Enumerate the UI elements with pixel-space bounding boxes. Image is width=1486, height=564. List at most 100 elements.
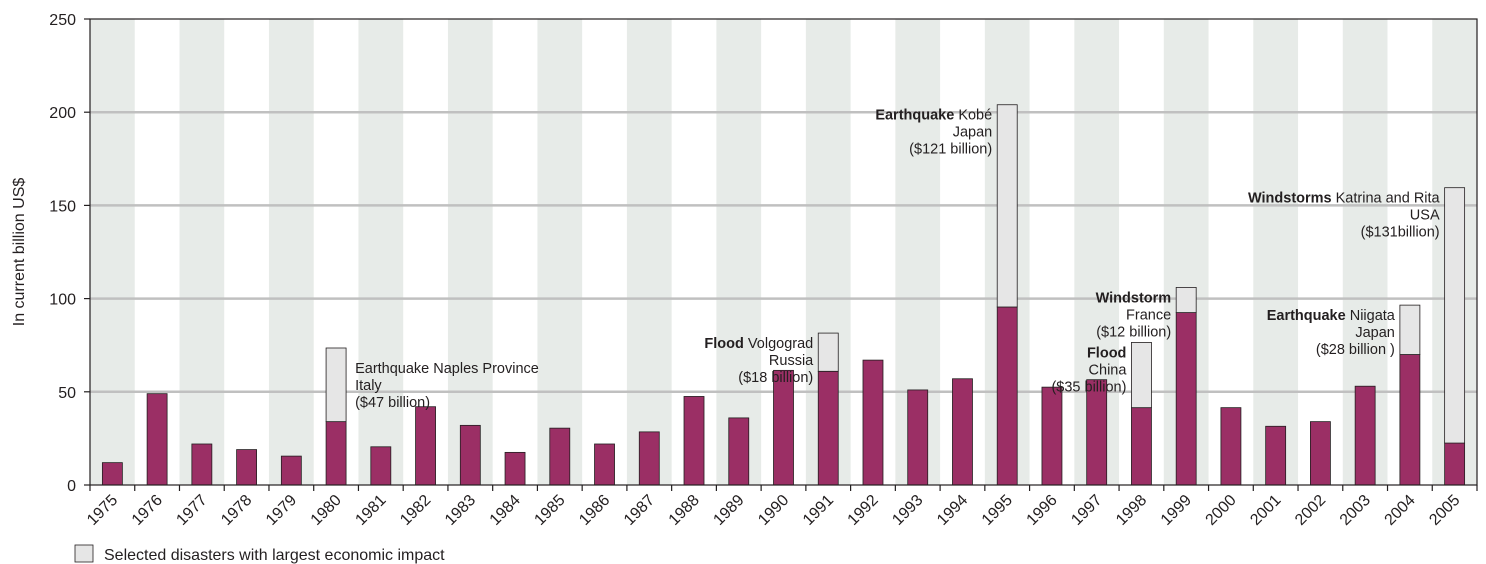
x-tick-label: 1976	[129, 492, 166, 529]
annotation-event: Flood	[1087, 345, 1126, 361]
legend: Selected disasters with largest economic…	[74, 544, 445, 564]
x-tick-label: 1988	[666, 492, 703, 529]
y-tick-label: 100	[49, 292, 76, 309]
bar-1978	[236, 449, 257, 486]
y-tick-label: 200	[49, 105, 76, 122]
bar-1992	[862, 359, 884, 486]
annotation-detail: ($12 billion)	[1096, 324, 1171, 340]
x-tick-label: 1983	[442, 492, 479, 529]
annotation-event: Earthquake	[1267, 308, 1346, 324]
annotation-line: USA	[1410, 208, 1440, 224]
legend-label: Selected disasters with largest economic…	[104, 547, 445, 564]
bar-1990	[773, 369, 794, 486]
bar-1988	[683, 396, 705, 486]
bars	[101, 104, 1466, 486]
annotation-line: France	[1126, 307, 1171, 323]
annotation-line: ($18 billion)	[738, 370, 813, 386]
bar-1984	[504, 451, 526, 486]
y-tick-label: 50	[58, 385, 76, 402]
annotation-detail: Russia	[769, 353, 814, 369]
annotation-2005: Windstorms Katrina and RitaUSA($131billi…	[1248, 191, 1441, 241]
bar-1976	[146, 393, 168, 486]
annotation-line: Italy	[355, 378, 382, 394]
plot-border	[89, 18, 1478, 486]
x-tick-label: 1995	[979, 492, 1016, 529]
background-band	[626, 19, 672, 485]
bar-1980	[325, 421, 347, 486]
background-band	[358, 19, 404, 485]
annotation-line: ($28 billion )	[1316, 342, 1395, 358]
annotation-line: Windstorms Katrina and Rita	[1248, 191, 1441, 207]
x-tick-label: 1992	[845, 492, 882, 529]
bar-2003	[1354, 385, 1376, 486]
annotation-detail: ($131billion)	[1361, 225, 1440, 241]
x-tick-label: 1986	[576, 492, 613, 529]
x-tick-label: 1985	[531, 492, 568, 529]
annotation-line: ($35 billion)	[1051, 379, 1126, 395]
bar-1982	[415, 406, 436, 486]
x-tick-label: 1994	[934, 492, 971, 529]
bar-1996	[1041, 386, 1063, 486]
bar-2001	[1265, 425, 1287, 486]
x-tick-label: 2000	[1203, 492, 1240, 529]
x-tick-label: 1998	[1113, 492, 1150, 529]
x-tick-label: 1996	[1024, 492, 1061, 529]
x-tick-label: 1979	[263, 492, 300, 529]
annotation-detail: France	[1126, 307, 1171, 323]
annotation-line: China	[1089, 362, 1128, 378]
bar-1993	[907, 389, 929, 486]
bar-1987	[638, 431, 660, 486]
x-tick-label: 1997	[1068, 492, 1105, 529]
annotation-line: ($121 billion)	[909, 142, 992, 158]
x-axis-ticks: 1975 1976 1977 1978 1979 1980 1981 1982 1983 1984…	[84, 485, 1478, 529]
annotation-event: Flood	[704, 336, 743, 352]
annotation-line: Earthquake Kobé	[875, 108, 992, 124]
annotation-line: Windstorm	[1096, 290, 1172, 306]
x-tick-label: 1984	[487, 492, 524, 529]
x-tick-label: 2005	[1426, 492, 1463, 529]
bar-2005	[1444, 442, 1466, 486]
y-tick-label: 150	[49, 198, 76, 215]
x-tick-label: 1999	[1158, 492, 1195, 529]
annotation-event: Windstorm	[1096, 290, 1172, 306]
annotation-line: Japan	[1355, 325, 1395, 341]
background-band	[716, 19, 762, 485]
bar-2000	[1220, 407, 1242, 486]
annotation-line: Earthquake Naples Province	[355, 361, 539, 377]
bar-1998	[1131, 407, 1152, 486]
x-tick-label: 1989	[710, 492, 747, 529]
bar-1977	[191, 443, 213, 486]
annotation-detail: ($47 billion)	[355, 395, 430, 411]
legend-swatch	[74, 544, 94, 563]
bar-1975	[101, 462, 123, 486]
annotation-detail: Italy	[355, 378, 382, 394]
x-tick-label: 1987	[621, 492, 658, 529]
annotation-detail: ($35 billion)	[1051, 379, 1126, 395]
disaster-bar-1998	[1131, 342, 1152, 409]
bar-1995	[996, 306, 1018, 486]
annotation-line: Russia	[769, 353, 814, 369]
annotation-detail: Kobé	[954, 108, 992, 124]
annotation-line: Japan	[953, 125, 993, 141]
annotation-detail: Earthquake Naples Province	[355, 361, 539, 377]
bar-1997	[1086, 379, 1108, 486]
bar-1991	[817, 370, 839, 486]
annotation-detail: Niigata	[1346, 308, 1396, 324]
x-tick-label: 2004	[1382, 492, 1419, 529]
y-tick-label: 250	[49, 12, 76, 29]
bar-1979	[280, 455, 302, 486]
disaster-bar-1995	[996, 104, 1018, 308]
bar-2004	[1399, 354, 1421, 486]
background-band	[447, 19, 493, 485]
annotation-line: ($131billion)	[1361, 225, 1440, 241]
y-axis-ticks: 0 50 100 150 200 250	[49, 12, 90, 495]
background-band	[537, 19, 583, 485]
x-tick-label: 2002	[1292, 492, 1329, 529]
annotation-event: Earthquake	[875, 108, 954, 124]
annotation-line: Earthquake Niigata	[1267, 308, 1396, 324]
